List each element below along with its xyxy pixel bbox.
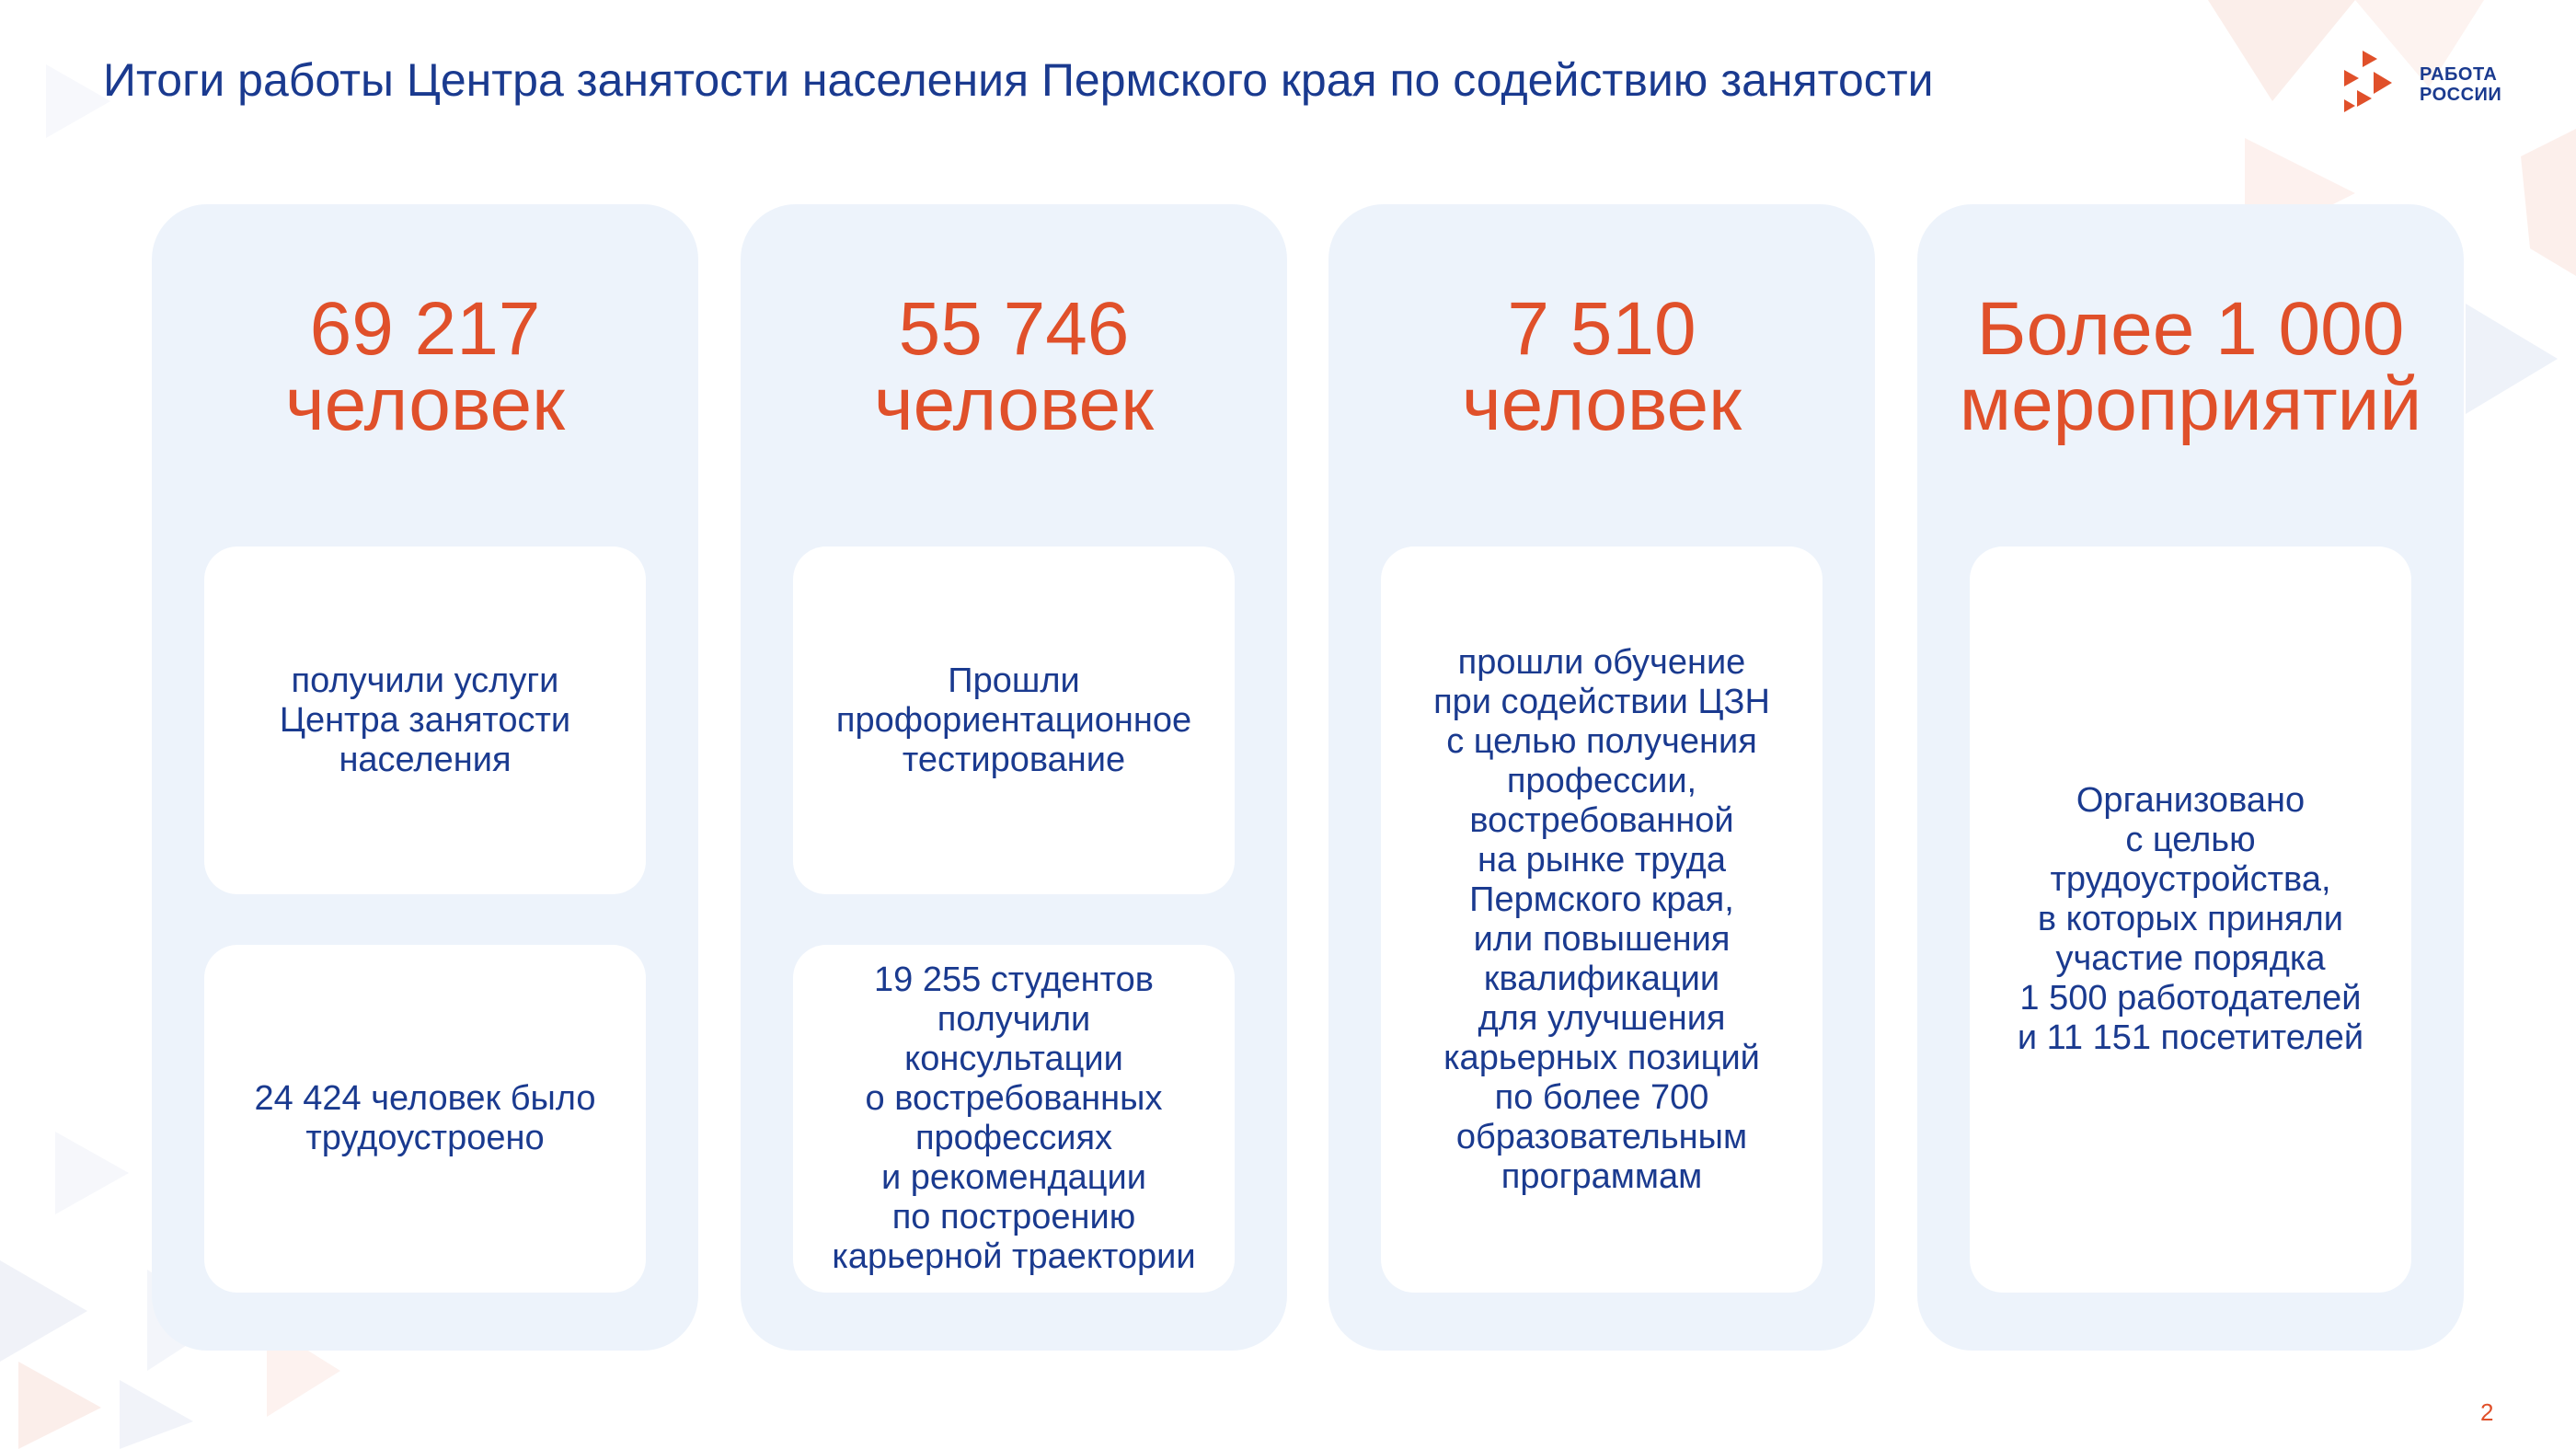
stat-number: 55 746 (898, 287, 1130, 371)
stat-description-box: получили услуги Центра занятости населен… (204, 546, 646, 894)
stat-detail-box: 19 255 студентов получили консультации о… (793, 945, 1235, 1293)
stat-number: Более 1 000 (1976, 287, 2405, 371)
stat-description: прошли обучение при содействии ЦЗН с цел… (1433, 642, 1770, 1196)
stat-number: 7 510 (1507, 287, 1696, 371)
stat-description-box: прошли обучение при содействии ЦЗН с цел… (1381, 546, 1823, 1293)
stat-headline: 7 510 человек (1328, 292, 1875, 443)
logo-line-2: РОССИИ (2420, 85, 2502, 105)
stat-detail: 19 255 студентов получили консультации о… (832, 960, 1196, 1276)
stat-unit: человек (873, 362, 1155, 446)
stat-headline: 69 217 человек (152, 292, 698, 443)
stat-card-events: Более 1 000 мероприятий Организовано с ц… (1917, 204, 2464, 1351)
slide-title: Итоги работы Центра занятости населения … (103, 54, 1934, 106)
stat-description: Прошли профориентационное тестирование (835, 661, 1192, 779)
page-number: 2 (2480, 1398, 2494, 1426)
stat-card-training: 7 510 человек прошли обучение при содейс… (1328, 204, 1875, 1351)
stat-number: 69 217 (309, 287, 541, 371)
stat-description: Организовано с целью трудоустройства, в … (2017, 781, 2364, 1057)
stat-description-box: Прошли профориентационное тестирование (793, 546, 1235, 894)
logo-triangles-icon (2344, 51, 2392, 112)
stat-unit: мероприятий (1959, 362, 2422, 446)
stat-headline: 55 746 человек (741, 292, 1287, 443)
stat-description: получили услуги Центра занятости населен… (279, 661, 571, 779)
stat-card-testing: 55 746 человек Прошли профориентационное… (741, 204, 1287, 1351)
stat-detail: 24 424 человек было трудоустроено (254, 1079, 596, 1157)
stat-description-box: Организовано с целью трудоустройства, в … (1970, 546, 2411, 1293)
stat-headline: Более 1 000 мероприятий (1917, 292, 2464, 443)
stat-unit: человек (284, 362, 566, 446)
stat-detail-box: 24 424 человек было трудоустроено (204, 945, 646, 1293)
rabota-rossii-logo: РАБОТА РОССИИ (2337, 46, 2521, 120)
stat-unit: человек (1461, 362, 1742, 446)
logo-line-1: РАБОТА (2420, 64, 2498, 85)
stat-card-services: 69 217 человек получили услуги Центра за… (152, 204, 698, 1351)
